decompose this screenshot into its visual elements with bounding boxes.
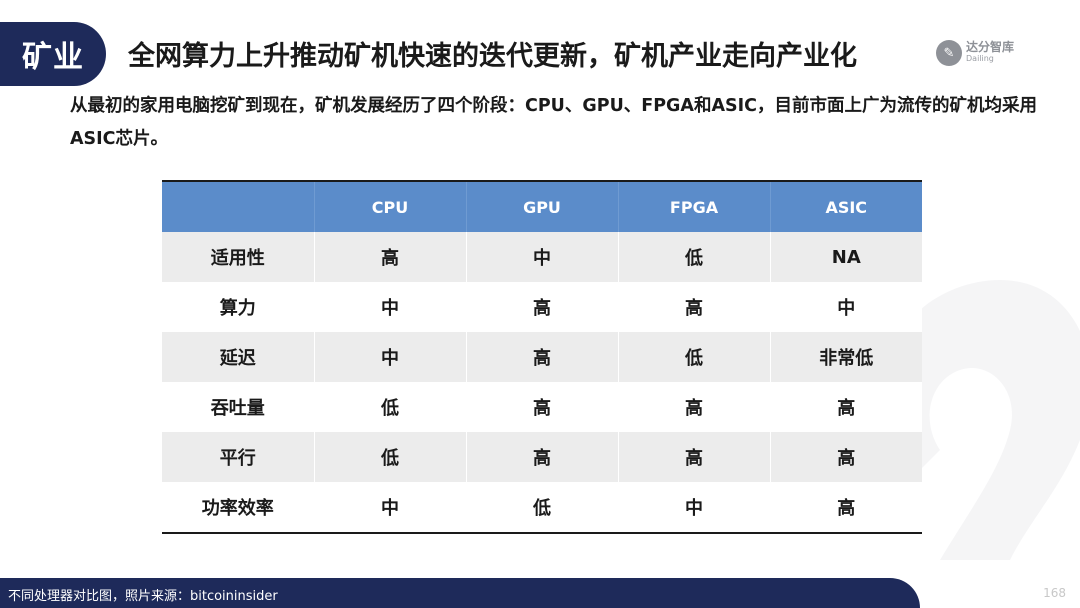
table-cell: 中 (618, 482, 771, 533)
table-cell: 低 (314, 432, 467, 482)
row-label: 平行 (162, 432, 315, 482)
table-cell: 高 (770, 482, 922, 533)
table-cell: 低 (314, 382, 467, 432)
table-row: 延迟 中 高 低 非常低 (162, 332, 922, 382)
row-label: 吞吐量 (162, 382, 315, 432)
table-cell: 低 (466, 482, 619, 533)
table-header-row: CPU GPU FPGA ASIC (162, 181, 922, 232)
table-cell: 高 (618, 432, 771, 482)
column-header-cpu: CPU (314, 181, 467, 232)
table-cell: 高 (466, 282, 619, 332)
intro-text: 从最初的家用电脑挖矿到现在，矿机发展经历了四个阶段：CPU、GPU、FPGA和A… (70, 96, 1037, 149)
column-header-fpga: FPGA (618, 181, 771, 232)
column-header-asic: ASIC (770, 181, 922, 232)
table-cell: 高 (618, 382, 771, 432)
table-cell: 高 (466, 332, 619, 382)
logo-name-cn: 达分智库 (966, 40, 1015, 54)
table-cell: 低 (618, 332, 771, 382)
table-cell: 中 (770, 282, 922, 332)
row-label: 算力 (162, 282, 315, 332)
table-cell: 高 (618, 282, 771, 332)
table-cell: 低 (618, 232, 771, 282)
table-cell: NA (770, 232, 922, 282)
footer-bar: 不同处理器对比图，照片来源：bitcoininsider (0, 578, 920, 608)
table-cell: 非常低 (770, 332, 922, 382)
table-row: 适用性 高 中 低 NA (162, 232, 922, 282)
table-cell: 高 (770, 382, 922, 432)
table-cell: 中 (314, 332, 467, 382)
table-row: 平行 低 高 高 高 (162, 432, 922, 482)
page-title: 全网算力上升推动矿机快速的迭代更新，矿机产业走向产业化 (128, 41, 857, 72)
page-number: 168 (1043, 586, 1066, 600)
watermark-logo-shape (880, 280, 1080, 560)
section-tag: 矿业 (0, 22, 106, 86)
logo-name-en: Dailing (966, 54, 994, 63)
table-cell: 高 (466, 432, 619, 482)
table-cell: 高 (314, 232, 467, 282)
table-row: 吞吐量 低 高 高 高 (162, 382, 922, 432)
brand-logo: ✎ 达分智库 Dailing (936, 40, 1014, 66)
table-cell: 高 (466, 382, 619, 432)
table-cell: 中 (314, 282, 467, 332)
table-row: 算力 中 高 高 中 (162, 282, 922, 332)
row-label: 延迟 (162, 332, 315, 382)
row-label: 功率效率 (162, 482, 315, 533)
table-cell: 中 (314, 482, 467, 533)
processor-comparison-table: CPU GPU FPGA ASIC 适用性 高 中 低 NA 算力 中 高 高 … (162, 180, 922, 534)
row-label: 适用性 (162, 232, 315, 282)
table-cell: 高 (770, 432, 922, 482)
logo-icon: ✎ (936, 40, 962, 66)
footer-caption: 不同处理器对比图，照片来源：bitcoininsider (8, 589, 278, 604)
table-row: 功率效率 中 低 中 高 (162, 482, 922, 533)
column-header-gpu: GPU (466, 181, 619, 232)
column-header (162, 181, 315, 232)
table-cell: 中 (466, 232, 619, 282)
